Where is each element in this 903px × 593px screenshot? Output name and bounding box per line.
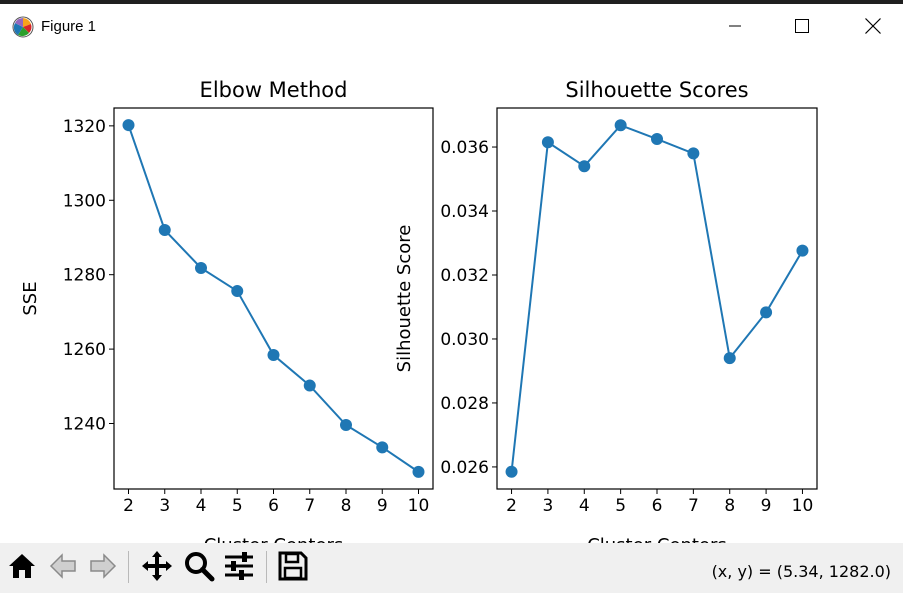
back-arrow-icon [49,553,76,579]
close-icon [865,18,881,34]
home-button[interactable] [5,549,39,583]
axes-panel-2: 2 3 4 5 6 7 8 9 10 0.026 0.028 0.030 0.032 0.034 0.036… [394,78,818,543]
x-tick-label: 7 [304,496,315,516]
y-tick-label: 0.034 [440,202,489,222]
x-tick-label: 5 [232,496,243,516]
x-tick-label: 6 [268,496,279,516]
forward-arrow-icon [90,553,117,579]
sliders-icon [225,552,253,580]
data-point [158,224,171,237]
axes-panel-1: 2 3 4 5 6 7 8 9 10 1240 1260 1280 1300 1320 Elbow Meth… [20,78,434,543]
x-tick-label: 5 [615,496,626,516]
toolbar-separator [128,551,129,583]
data-point [687,147,700,160]
axes-frame [113,107,434,490]
home-icon [9,554,35,578]
y-tick-label: 0.032 [440,266,489,286]
maximize-icon [795,19,809,33]
matplotlib-icon [12,16,34,38]
y-axis-label: SSE [20,281,41,315]
series-line [127,124,420,473]
data-point [231,285,244,298]
data-point [195,261,207,274]
window-top-edge [0,0,903,4]
y-tick-label: 0.036 [440,138,489,158]
x-tick-label: 7 [688,496,699,516]
navigation-toolbar: (x, y) = (5.34, 1282.0) [0,543,903,593]
x-tick-label: 8 [724,496,735,516]
data-point [614,119,627,132]
x-axis-label: Cluster Centers [204,535,344,543]
data-point [505,465,518,478]
x-tick-label: 10 [792,496,814,516]
maximize-button[interactable] [779,4,825,48]
x-tick-label: 8 [341,496,352,516]
x-tick-label: 4 [579,496,590,516]
data-point [651,133,663,146]
x-tick-label: 2 [123,496,134,516]
data-point [578,160,591,173]
x-tick-label: 10 [408,496,430,516]
figure-svg: 2 3 4 5 6 7 8 9 10 1240 1260 1280 1300 1320 Elbow Meth… [20,78,818,543]
figure-canvas[interactable]: 2 3 4 5 6 7 8 9 10 1240 1260 1280 1300 1320 Elbow Meth… [0,48,903,543]
data-point [796,244,809,257]
move-icon [142,551,172,581]
x-tick-label: 3 [159,496,170,516]
y-tick-label: 1300 [63,191,106,211]
data-point [303,379,316,392]
data-point [412,465,425,478]
pan-button[interactable] [140,549,174,583]
x-axis-label: Cluster Centers [587,535,727,543]
x-tick-label: 9 [761,496,772,516]
x-tick-label: 9 [377,496,388,516]
floppy-disk-icon [278,551,308,581]
title-bar[interactable]: Figure 1 [0,4,903,48]
save-button[interactable] [276,549,310,583]
y-tick-label: 0.028 [440,394,489,414]
magnifier-icon [185,552,215,582]
x-tick-label: 3 [542,496,553,516]
data-point [267,349,280,362]
y-tick-label: 1260 [63,340,106,360]
zoom-button[interactable] [182,549,216,583]
y-tick-label: 0.030 [440,330,489,350]
chart-title: Elbow Method [200,78,348,102]
x-tick-label: 2 [506,496,517,516]
window-title: Figure 1 [41,18,97,35]
data-point [340,419,352,431]
x-tick-label: 6 [652,496,663,516]
data-point [760,306,773,319]
data-point [122,119,135,132]
chart-title: Silhouette Scores [565,78,748,102]
data-point [723,352,736,365]
x-tick-label: 4 [196,496,207,516]
minimize-button[interactable] [712,4,758,48]
close-button[interactable] [850,4,896,48]
configure-subplots-button[interactable] [222,549,256,583]
series-line [510,124,804,472]
minimize-icon [729,25,741,27]
y-tick-label: 1280 [63,266,106,286]
cursor-coordinates: (x, y) = (5.34, 1282.0) [711,562,891,581]
toolbar-separator [266,551,267,583]
y-tick-label: 0.026 [440,458,489,478]
forward-button[interactable] [86,549,120,583]
y-tick-label: 1240 [63,415,106,435]
back-button[interactable] [46,549,80,583]
y-tick-label: 1320 [63,117,106,137]
data-point [376,441,389,454]
y-axis-label: Silhouette Score [394,225,415,373]
data-point [541,136,554,149]
